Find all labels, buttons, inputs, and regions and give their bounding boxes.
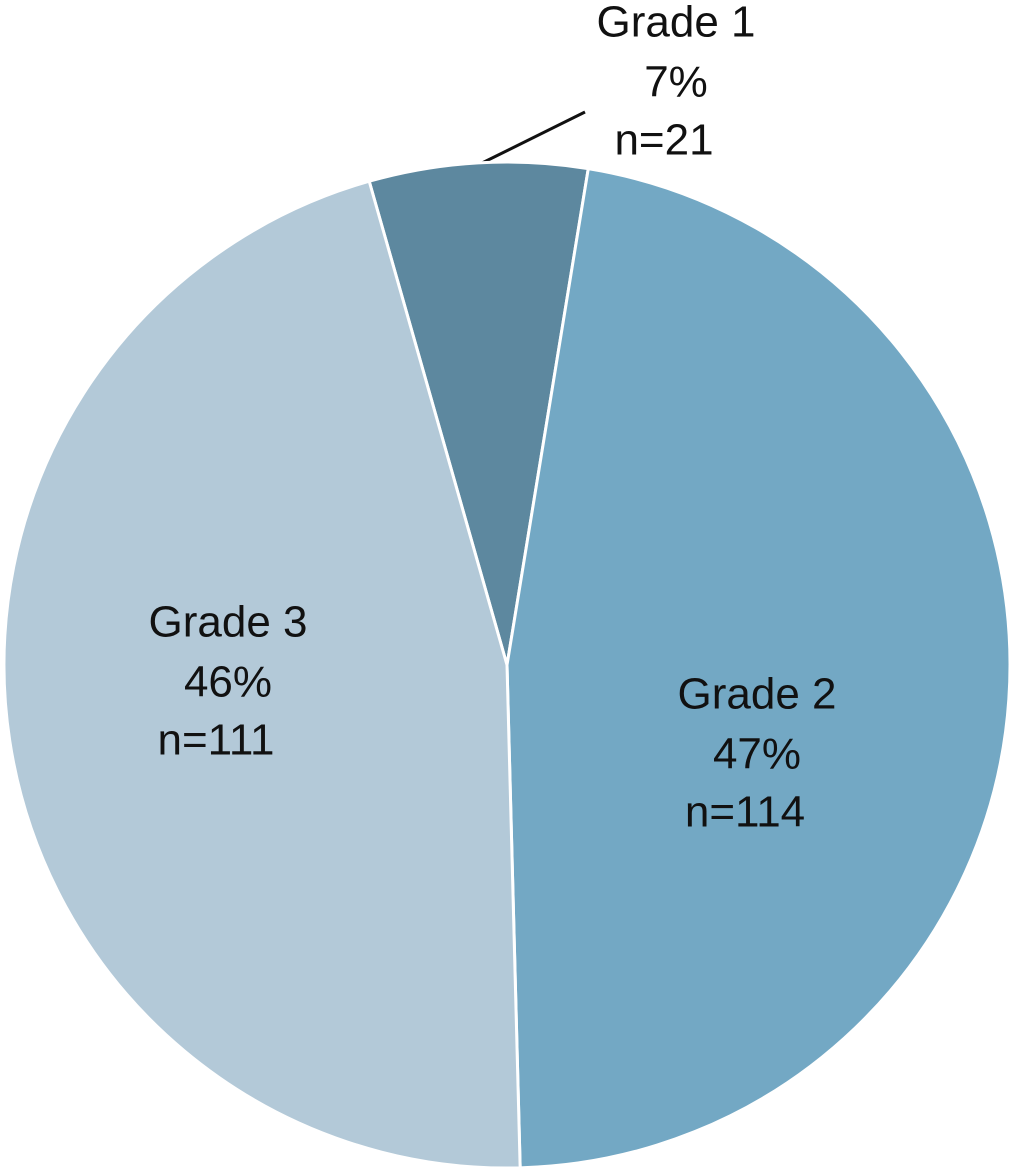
slice-label: Grade 1 — [597, 0, 756, 47]
count-label: n=111 — [157, 716, 274, 765]
value-label: 47% — [713, 730, 801, 779]
pie-slice — [367, 160, 591, 666]
count-label: n=21 — [614, 116, 713, 165]
count-label: n=114 — [685, 788, 805, 837]
pie-slice — [2, 179, 522, 1170]
value-label: 46% — [184, 658, 272, 707]
pie-slice — [505, 166, 1012, 1170]
slice-label: Grade 2 — [678, 670, 837, 719]
value-label: 7% — [644, 58, 708, 107]
slice-label: Grade 3 — [149, 598, 308, 647]
leader-line — [477, 110, 586, 167]
